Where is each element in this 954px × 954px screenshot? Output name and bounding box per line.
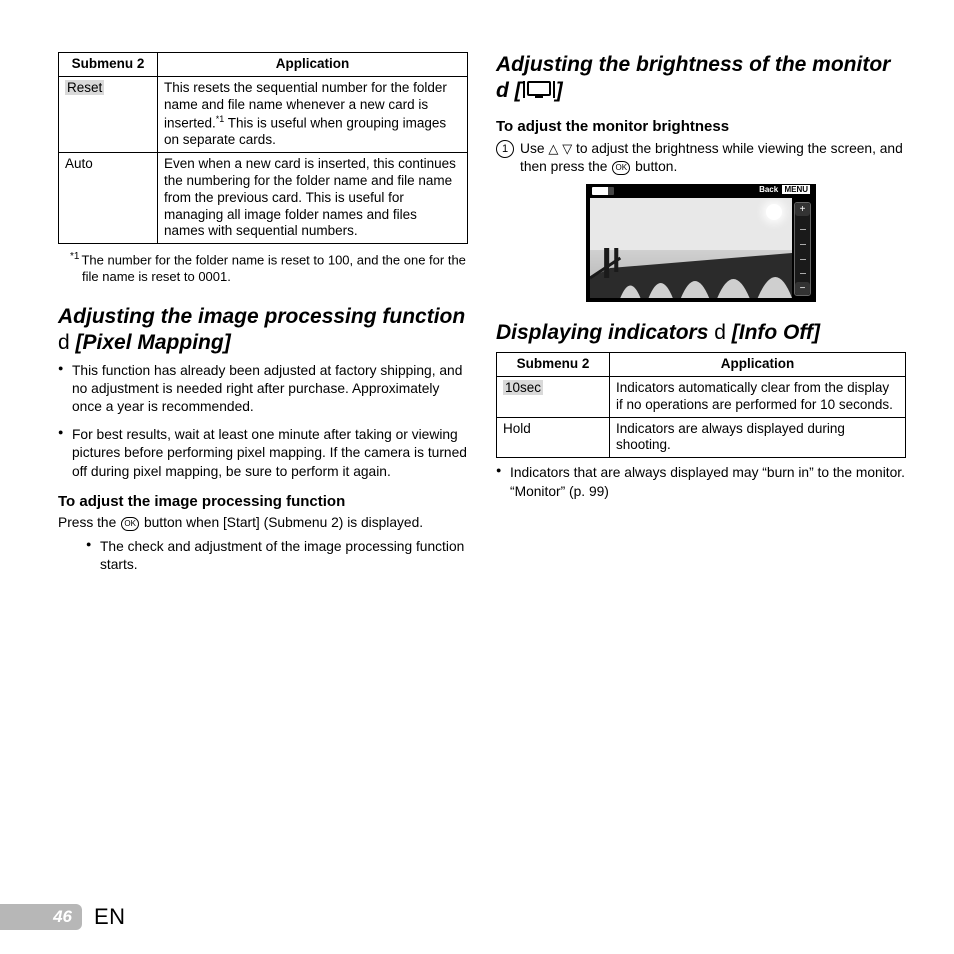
brightness-screenshot: Back MENU [586,184,816,302]
ok-button-icon: OK [121,517,139,531]
brightness-slider: + − [794,202,811,296]
list-item: This function has already been adjusted … [58,362,468,417]
subheading-adjust-monitor: To adjust the monitor brightness [496,118,906,137]
table-row: Hold Indicators are always displayed dur… [497,417,906,458]
bullets-burn-in: Indicators that are always displayed may… [496,464,906,500]
th-application: Application [158,53,468,77]
down-triangle-icon: ▽ [562,141,572,156]
heading-pixel-mapping: Adjusting the image processing function … [58,304,468,355]
heading-info-off: Displaying indicators d [Info Off] [496,320,906,346]
scene-preview [590,198,792,298]
cell-reset: Reset [65,80,104,95]
battery-icon [592,187,614,195]
wrench-icon: d [58,330,70,356]
cell-auto-desc: Even when a new card is inserted, this c… [158,152,468,243]
right-column: Adjusting the brightness of the monitor … [496,52,906,914]
back-menu-label: Back MENU [759,185,810,194]
list-item: Indicators that are always displayed may… [496,464,906,500]
wrench-icon: d [714,320,726,346]
table-row: Reset This resets the sequential number … [59,76,468,152]
language-label: EN [94,904,126,930]
footnote-1: *1The number for the folder name is rese… [70,250,468,286]
up-triangle-icon: △ [548,141,558,156]
cell-hold: Hold [497,417,610,458]
cell-auto: Auto [59,152,158,243]
page-footer: 46 EN [0,904,126,930]
table-row: Auto Even when a new card is inserted, t… [59,152,468,243]
bullets-check-adjust: The check and adjustment of the image pr… [86,538,468,574]
table-reset-auto: Submenu 2 Application Reset This resets … [58,52,468,244]
list-item: For best results, wait at least one minu… [58,426,468,481]
cell-hold-desc: Indicators are always displayed during s… [610,417,906,458]
table-info-off: Submenu 2 Application 10sec Indicators a… [496,352,906,458]
cell-10sec: 10sec [503,380,543,395]
th-application: Application [610,352,906,376]
paragraph-press-start: Press the OK button when [Start] (Submen… [58,514,468,532]
table-row: 10sec Indicators automatically clear fro… [497,376,906,417]
cell-reset-desc: This resets the sequential number for th… [158,76,468,152]
left-column: Submenu 2 Application Reset This resets … [58,52,468,914]
bullets-pixel-mapping: This function has already been adjusted … [58,362,468,481]
monitor-brightness-icon [522,80,556,107]
subheading-adjust-image-processing: To adjust the image processing function [58,493,468,512]
minus-icon: − [795,282,810,295]
step-number-1-icon: 1 [496,140,514,158]
page-number: 46 [0,904,82,930]
th-submenu2: Submenu 2 [497,352,610,376]
heading-brightness: Adjusting the brightness of the monitor … [496,52,906,106]
plus-icon: + [795,203,810,216]
ok-button-icon: OK [612,161,630,175]
step-1: 1 Use △ ▽ to adjust the brightness while… [496,140,906,176]
list-item: The check and adjustment of the image pr… [86,538,468,574]
th-submenu2: Submenu 2 [59,53,158,77]
cell-10sec-desc: Indicators automatically clear from the … [610,376,906,417]
